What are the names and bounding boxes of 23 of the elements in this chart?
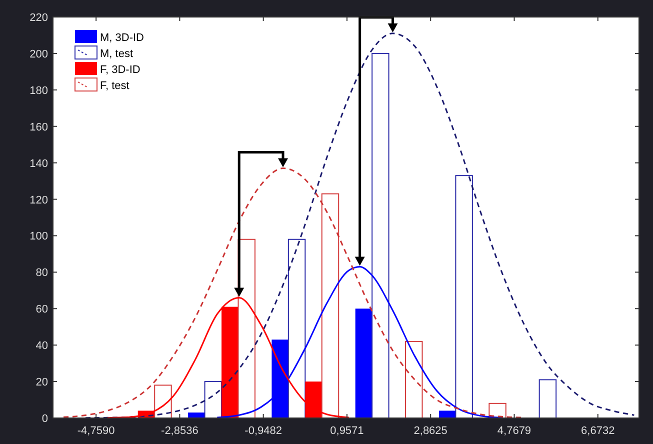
y-tick-label: 140 (30, 158, 48, 170)
y-tick-label: 80 (36, 267, 48, 280)
y-tick-label: 20 (36, 376, 48, 389)
y-tick-label: 160 (30, 121, 48, 134)
x-tick-label: -0,9482 (244, 425, 282, 437)
y-tick-label: 0 (42, 413, 48, 425)
y-tick-label: 100 (30, 230, 48, 243)
x-tick-label: 2,8625 (414, 425, 448, 437)
y-tick-label: 200 (30, 48, 48, 60)
legend-label: F, 3D-ID (100, 64, 140, 76)
y-tick-label: 120 (30, 194, 48, 206)
legend-label: M, test (100, 48, 134, 60)
y-tick-label: 40 (36, 340, 48, 352)
x-tick-label: 6,6732 (581, 425, 615, 437)
y-tick-label: 220 (30, 12, 48, 24)
legend-label: F, test (100, 80, 130, 92)
x-tick-label: -4,7590 (77, 425, 115, 437)
x-tick-label: 4,7679 (497, 425, 532, 437)
y-tick-label: 180 (30, 84, 48, 97)
x-tick-label: 0,9571 (330, 425, 364, 437)
legend-label: M, 3D-ID (100, 32, 144, 44)
y-tick-label: 60 (36, 304, 48, 316)
x-tick-label: -2,8536 (161, 425, 198, 437)
